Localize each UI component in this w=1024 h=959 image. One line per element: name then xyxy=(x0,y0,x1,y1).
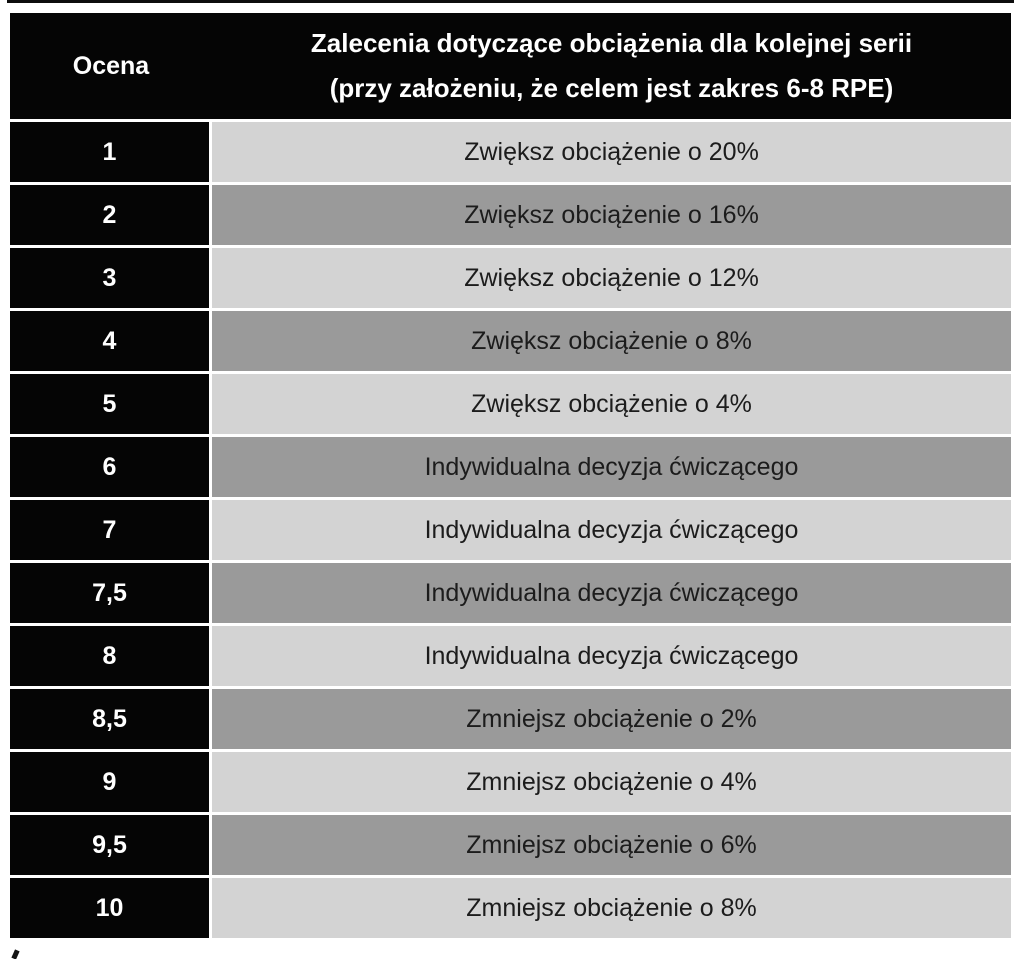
rating-cell: 1 xyxy=(10,122,209,182)
recommendation-cell: Zmniejsz obciążenie o 8% xyxy=(212,878,1011,938)
recommendation-cell: Zmniejsz obciążenie o 2% xyxy=(212,689,1011,749)
recommendation-cell: Indywidualna decyzja ćwiczącego xyxy=(212,437,1011,497)
table-row: 6 Indywidualna decyzja ćwiczącego xyxy=(10,437,1011,497)
table-row: 9,5 Zmniejsz obciążenie o 6% xyxy=(10,815,1011,875)
cropped-text-fragment xyxy=(11,949,20,959)
table-row: 8 Indywidualna decyzja ćwiczącego xyxy=(10,626,1011,686)
table-row: 9 Zmniejsz obciążenie o 4% xyxy=(10,752,1011,812)
recommendation-cell: Zwiększ obciążenie o 8% xyxy=(212,311,1011,371)
rating-cell: 2 xyxy=(10,185,209,245)
table-row: 10 Zmniejsz obciążenie o 8% xyxy=(10,878,1011,938)
top-border-rule xyxy=(7,0,1014,3)
rating-cell: 8 xyxy=(10,626,209,686)
table-row: 5 Zwiększ obciążenie o 4% xyxy=(10,374,1011,434)
rating-cell: 9,5 xyxy=(10,815,209,875)
header-recommendation-line1: Zalecenia dotyczące obciążenia dla kolej… xyxy=(310,28,913,58)
rating-cell: 8,5 xyxy=(10,689,209,749)
header-recommendation-line2: (przy założeniu, że celem jest zakres 6-… xyxy=(329,73,894,103)
recommendation-cell: Zmniejsz obciążenie o 6% xyxy=(212,815,1011,875)
recommendation-cell: Zwiększ obciążenie o 16% xyxy=(212,185,1011,245)
rating-cell: 4 xyxy=(10,311,209,371)
table-row: 2 Zwiększ obciążenie o 16% xyxy=(10,185,1011,245)
recommendation-cell: Indywidualna decyzja ćwiczącego xyxy=(212,563,1011,623)
header-recommendation-label: Zalecenia dotyczące obciążenia dla kolej… xyxy=(212,13,1011,119)
recommendation-cell: Indywidualna decyzja ćwiczącego xyxy=(212,626,1011,686)
table-row: 3 Zwiększ obciążenie o 12% xyxy=(10,248,1011,308)
table-row: 7 Indywidualna decyzja ćwiczącego xyxy=(10,500,1011,560)
rating-cell: 7,5 xyxy=(10,563,209,623)
recommendation-cell: Zwiększ obciążenie o 12% xyxy=(212,248,1011,308)
table-row: 7,5 Indywidualna decyzja ćwiczącego xyxy=(10,563,1011,623)
rating-cell: 7 xyxy=(10,500,209,560)
recommendation-cell: Indywidualna decyzja ćwiczącego xyxy=(212,500,1011,560)
recommendation-cell: Zwiększ obciążenie o 20% xyxy=(212,122,1011,182)
rating-cell: 10 xyxy=(10,878,209,938)
header-ocena-label: Ocena xyxy=(72,51,150,80)
recommendation-cell: Zmniejsz obciążenie o 4% xyxy=(212,752,1011,812)
rating-cell: 3 xyxy=(10,248,209,308)
table-row: 4 Zwiększ obciążenie o 8% xyxy=(10,311,1011,371)
rating-cell: 6 xyxy=(10,437,209,497)
rpe-load-recommendation-table: Ocena Zalecenia dotyczące obciążenia dla… xyxy=(10,13,1011,938)
rating-cell: 5 xyxy=(10,374,209,434)
table-row: 8,5 Zmniejsz obciążenie o 2% xyxy=(10,689,1011,749)
rating-cell: 9 xyxy=(10,752,209,812)
table-row: 1 Zwiększ obciążenie o 20% xyxy=(10,122,1011,182)
table-header-row: Ocena Zalecenia dotyczące obciążenia dla… xyxy=(10,13,1011,119)
recommendation-cell: Zwiększ obciążenie o 4% xyxy=(212,374,1011,434)
